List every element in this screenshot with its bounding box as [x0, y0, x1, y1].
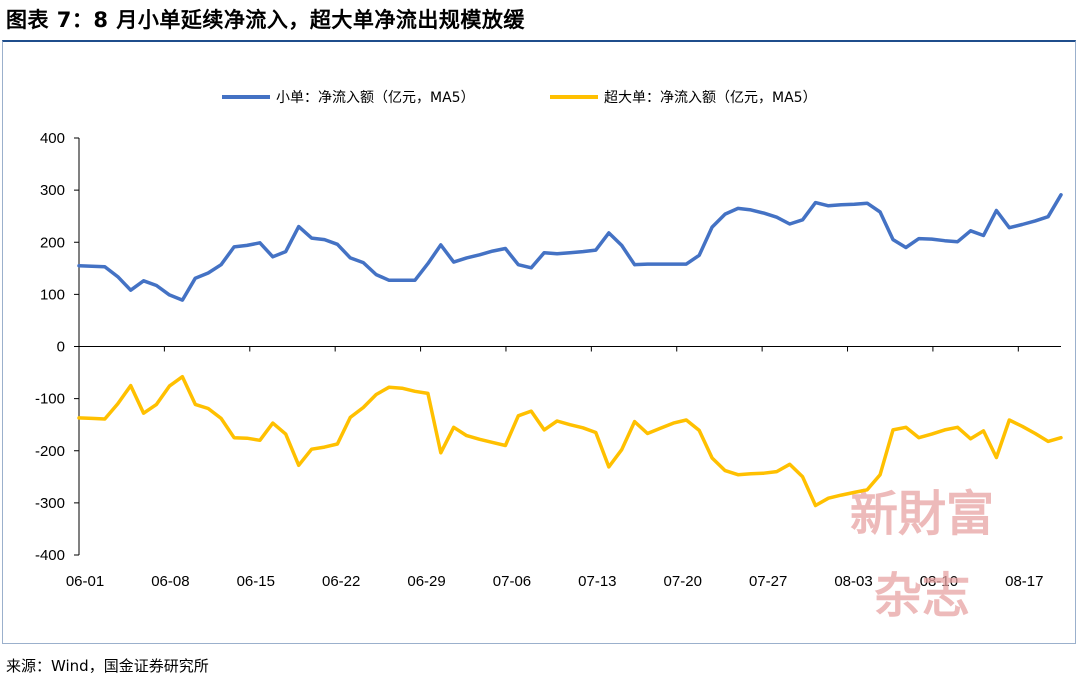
legend: 小单：净流入额（亿元，MA5） 超大单：净流入额（亿元，MA5） [222, 90, 817, 106]
watermark: 新財富 杂志 [850, 486, 994, 624]
y-tick-label: -400 [35, 547, 65, 564]
x-tick-label: 07-20 [664, 573, 702, 590]
y-tick-label: 0 [57, 339, 65, 356]
series-lines [77, 193, 1063, 508]
series-line-2 [77, 374, 1063, 508]
x-tick-label: 06-01 [66, 573, 104, 590]
x-axis: 06-01 06-08 06-15 06-22 06-29 07-06 07-13 07-20… [66, 346, 1061, 590]
x-tick-label: 07-06 [493, 573, 531, 590]
x-tick-label: 06-15 [237, 573, 275, 590]
x-tick-label: 08-17 [1005, 573, 1043, 590]
watermark-line-1: 新財富 [850, 486, 994, 542]
series-line-1 [77, 193, 1063, 302]
y-tick-label: -300 [35, 495, 65, 512]
y-tick-label: -100 [35, 391, 65, 408]
x-tick-label: 06-29 [407, 573, 445, 590]
x-tick-label: 07-13 [578, 573, 616, 590]
y-tick-label: 100 [40, 286, 65, 303]
x-tick-label: 06-22 [322, 573, 360, 590]
legend-label-2: 超大单：净流入额（亿元，MA5） [604, 90, 817, 106]
x-tick-label: 08-10 [920, 573, 958, 590]
y-tick-label: -200 [35, 443, 65, 460]
x-tick-label: 07-27 [749, 573, 787, 590]
y-tick-label: 200 [40, 234, 65, 251]
x-tick-label: 06-08 [151, 573, 189, 590]
y-tick-label: 400 [40, 130, 65, 147]
y-axis: 400 300 200 100 0 -100 -200 -300 -400 [35, 130, 80, 564]
watermark-line-2: 杂志 [874, 568, 970, 624]
figure-title: 图表 7：8 月小单延续净流入，超大单净流出规模放缓 [6, 8, 525, 32]
source-note: 来源：Wind，国金证券研究所 [6, 657, 209, 675]
chart-frame [2, 40, 1076, 644]
y-tick-label: 300 [40, 182, 65, 199]
legend-label-1: 小单：净流入额（亿元，MA5） [276, 90, 475, 106]
x-tick-label: 08-03 [834, 573, 872, 590]
